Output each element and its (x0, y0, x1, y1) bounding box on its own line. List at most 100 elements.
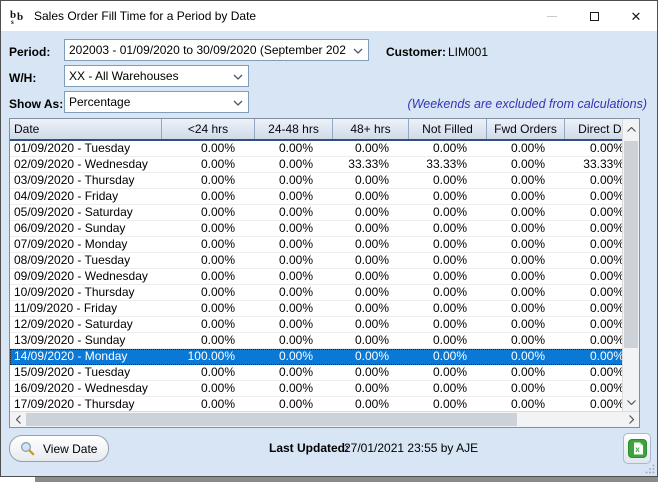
table-row[interactable]: 11/09/2020 - Friday 0.00% 0.00% 0.00% 0.00% 0… (10, 301, 639, 317)
date-cell: 12/09/2020 - Saturday (14, 317, 133, 331)
grid-rows: 01/09/2020 - Tuesday 0.00% 0.00% 0.00% 0.00%… (10, 141, 639, 413)
value-cell: 0.00% (200, 397, 235, 411)
show-as-label: Show As: (9, 97, 64, 111)
column-header[interactable]: Not Filled (409, 119, 487, 139)
date-cell: 11/09/2020 - Friday (14, 301, 118, 315)
value-cell: 0.00% (354, 349, 389, 363)
column-header[interactable]: Date (10, 119, 162, 139)
chevron-down-icon (233, 100, 243, 106)
value-cell: 0.00% (278, 141, 313, 155)
horizontal-scrollbar[interactable] (10, 411, 639, 427)
table-row[interactable]: 07/09/2020 - Monday 0.00% 0.00% 0.00% 0.00% 0… (10, 237, 639, 253)
scroll-left-icon[interactable] (10, 412, 26, 427)
value-cell: 0.00% (278, 269, 313, 283)
table-row[interactable]: 16/09/2020 - Wednesday 0.00% 0.00% 0.00% 0.0… (10, 381, 639, 397)
value-cell: 0.00% (354, 221, 389, 235)
table-row[interactable]: 09/09/2020 - Wednesday 0.00% 0.00% 0.00% 0.0… (10, 269, 639, 285)
table-row[interactable]: 05/09/2020 - Saturday 0.00% 0.00% 0.00% 0.00… (10, 205, 639, 221)
value-cell: 0.00% (510, 157, 545, 171)
value-cell: 0.00% (589, 141, 624, 155)
warehouse-dropdown[interactable]: XX - All Warehouses (64, 65, 249, 87)
value-cell: 0.00% (432, 237, 467, 251)
value-cell: 0.00% (354, 269, 389, 283)
value-cell: 0.00% (510, 173, 545, 187)
table-row[interactable]: 04/09/2020 - Friday 0.00% 0.00% 0.00% 0.00% 0… (10, 189, 639, 205)
resize-grip[interactable] (645, 464, 655, 474)
column-header[interactable]: <24 hrs (162, 119, 255, 139)
maximize-button[interactable] (573, 1, 615, 31)
table-row[interactable]: 14/09/2020 - Monday 100.00% 0.00% 0.00% 0.00… (10, 349, 639, 365)
date-cell: 09/09/2020 - Wednesday (14, 269, 148, 283)
period-dropdown[interactable]: 202003 - 01/09/2020 to 30/09/2020 (Septe… (64, 39, 369, 61)
value-cell: 0.00% (278, 173, 313, 187)
svg-text:b: b (17, 11, 23, 23)
value-cell: 0.00% (589, 381, 624, 395)
close-button[interactable]: ✕ (615, 1, 657, 31)
value-cell: 0.00% (200, 285, 235, 299)
value-cell: 0.00% (510, 301, 545, 315)
scroll-right-icon[interactable] (623, 412, 639, 427)
svg-text:b: b (10, 9, 16, 21)
horizontal-scroll-thumb[interactable] (26, 413, 517, 426)
value-cell: 100.00% (187, 349, 235, 363)
value-cell: 0.00% (200, 253, 235, 267)
value-cell: 0.00% (354, 317, 389, 331)
svg-text:s: s (11, 18, 14, 25)
value-cell: 0.00% (432, 173, 467, 187)
table-row[interactable]: 13/09/2020 - Sunday 0.00% 0.00% 0.00% 0.00% 0… (10, 333, 639, 349)
value-cell: 0.00% (510, 333, 545, 347)
table-row[interactable]: 01/09/2020 - Tuesday 0.00% 0.00% 0.00% 0.00%… (10, 141, 639, 157)
period-label: Period: (9, 45, 51, 59)
value-cell: 0.00% (278, 317, 313, 331)
value-cell: 0.00% (354, 205, 389, 219)
table-row[interactable]: 15/09/2020 - Tuesday 0.00% 0.00% 0.00% 0.00%… (10, 365, 639, 381)
value-cell: 0.00% (510, 317, 545, 331)
value-cell: 0.00% (432, 397, 467, 411)
value-cell: 0.00% (200, 317, 235, 331)
table-row[interactable]: 02/09/2020 - Wednesday 0.00% 0.00% 33.33% 33… (10, 157, 639, 173)
value-cell: 0.00% (354, 365, 389, 379)
value-cell: 0.00% (278, 365, 313, 379)
scroll-down-icon[interactable] (623, 393, 639, 411)
value-cell: 0.00% (278, 301, 313, 315)
value-cell: 0.00% (200, 141, 235, 155)
value-cell: 0.00% (200, 365, 235, 379)
value-cell: 0.00% (510, 349, 545, 363)
last-updated-value: 27/01/2021 23:55 by AJE (344, 441, 479, 455)
column-header[interactable]: 24-48 hrs (255, 119, 333, 139)
column-header[interactable]: Fwd Orders (487, 119, 565, 139)
date-cell: 13/09/2020 - Sunday (14, 333, 126, 347)
value-cell: 0.00% (354, 285, 389, 299)
date-cell: 02/09/2020 - Wednesday (14, 157, 148, 171)
minimize-button[interactable] (531, 1, 573, 31)
value-cell: 33.33% (583, 157, 624, 171)
show-as-dropdown[interactable]: Percentage (64, 91, 249, 113)
last-updated-label: Last Updated: (269, 441, 350, 455)
value-cell: 0.00% (200, 205, 235, 219)
show-as-value: Percentage (69, 95, 131, 109)
table-row[interactable]: 12/09/2020 - Saturday 0.00% 0.00% 0.00% 0.00… (10, 317, 639, 333)
column-header[interactable]: 48+ hrs (333, 119, 409, 139)
chevron-down-icon (233, 74, 243, 80)
value-cell: 0.00% (589, 173, 624, 187)
export-excel-button[interactable]: x (623, 433, 651, 464)
date-cell: 07/09/2020 - Monday (14, 237, 128, 251)
vertical-scrollbar[interactable] (622, 119, 639, 411)
table-row[interactable]: 06/09/2020 - Sunday 0.00% 0.00% 0.00% 0.00% 0… (10, 221, 639, 237)
table-row[interactable]: 08/09/2020 - Tuesday 0.00% 0.00% 0.00% 0.00%… (10, 253, 639, 269)
value-cell: 0.00% (200, 269, 235, 283)
table-row[interactable]: 03/09/2020 - Thursday 0.00% 0.00% 0.00% 0.00… (10, 173, 639, 189)
scroll-up-icon[interactable] (623, 119, 639, 139)
close-icon: ✕ (630, 8, 642, 24)
table-row[interactable]: 10/09/2020 - Thursday 0.00% 0.00% 0.00% 0.00… (10, 285, 639, 301)
value-cell: 0.00% (354, 237, 389, 251)
value-cell: 0.00% (589, 221, 624, 235)
wh-label: W/H: (9, 71, 37, 85)
value-cell: 0.00% (510, 269, 545, 283)
column-header[interactable]: Direct Del (578, 122, 631, 136)
view-date-button[interactable]: View Date (9, 435, 109, 462)
vertical-scroll-thumb[interactable] (624, 141, 638, 348)
value-cell: 0.00% (278, 349, 313, 363)
svg-text:x: x (635, 445, 640, 454)
value-cell: 0.00% (432, 141, 467, 155)
